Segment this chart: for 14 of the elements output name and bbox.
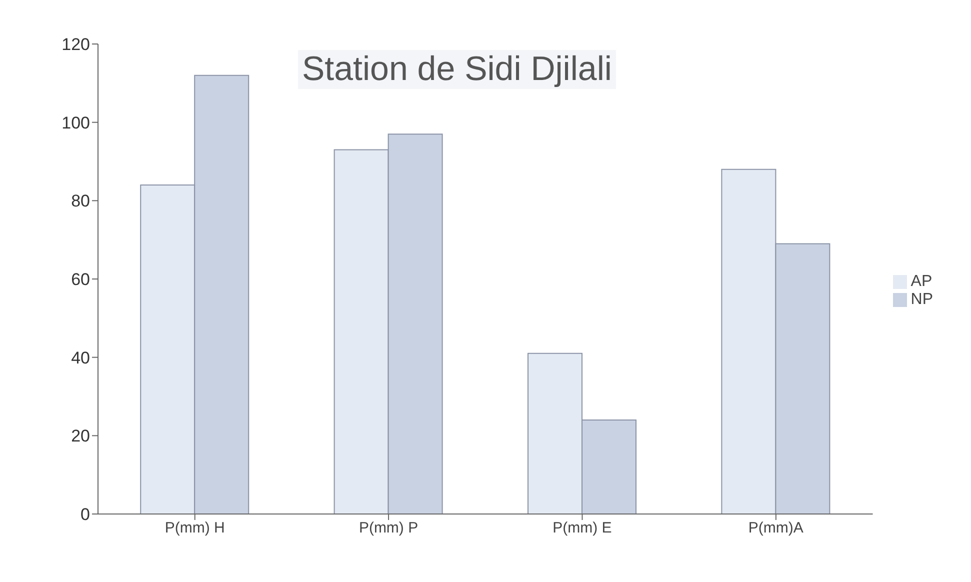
chart-title: Station de Sidi Djilali [298,50,616,89]
y-tick-label: 0 [80,505,90,524]
y-tick-label: 80 [71,192,90,211]
x-tick-label: P(mm) E [552,520,612,537]
y-tick-label: 120 [62,35,90,54]
y-tick-label: 100 [62,113,90,132]
x-tick-label: P(mm) P [358,520,418,537]
x-tick-label: P(mm) H [164,520,225,537]
y-tick-label: 20 [71,426,90,446]
x-tick-label: P(mm)A [748,520,804,537]
legend-label: NP [910,291,933,308]
legend-label: AP [910,273,932,290]
y-tick-label: 60 [71,270,90,290]
y-tick-label: 40 [71,348,90,368]
